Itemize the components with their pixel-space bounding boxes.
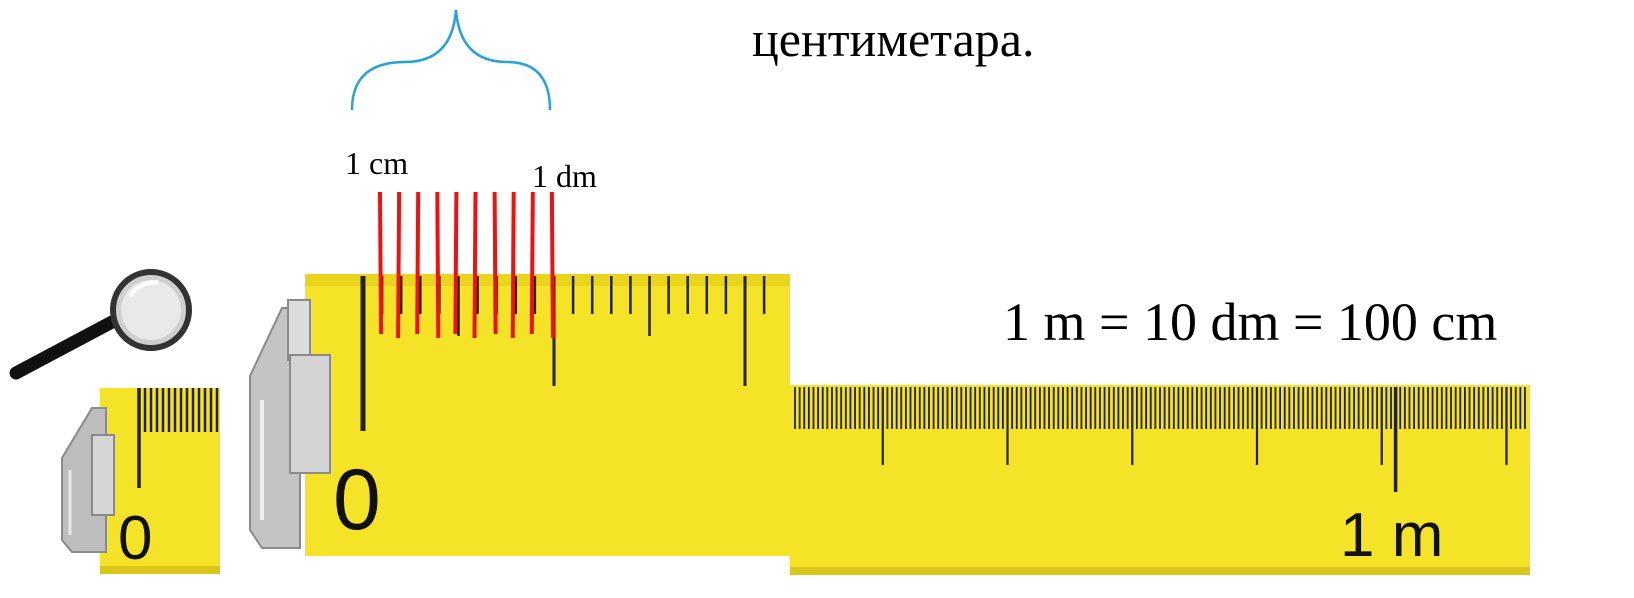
centimeter-red-mark bbox=[453, 191, 459, 335]
meter-tape-measure bbox=[790, 385, 1530, 575]
centimeter-red-mark bbox=[492, 191, 498, 335]
zoomed-tape-zero-label: 0 bbox=[333, 452, 381, 548]
small-tape-zero-label: 0 bbox=[118, 504, 153, 573]
centimeter-red-mark bbox=[472, 191, 478, 339]
tape-end-clip-big bbox=[249, 299, 331, 549]
centimeter-red-mark bbox=[549, 191, 555, 339]
tape-end-clip-small bbox=[61, 407, 115, 553]
label-1cm: 1 cm bbox=[345, 145, 409, 181]
magnifying-glass-icon bbox=[9, 269, 192, 380]
centimeter-red-mark bbox=[529, 191, 535, 335]
label-1dm: 1 dm bbox=[532, 158, 597, 194]
centimeter-red-mark bbox=[435, 191, 441, 339]
centimeter-red-mark bbox=[415, 191, 421, 335]
centimeter-red-mark bbox=[378, 191, 383, 335]
small-tape-measure bbox=[61, 388, 220, 574]
centimeter-red-mark bbox=[396, 191, 402, 339]
curly-brace-icon bbox=[350, 9, 552, 111]
equation-text: 1 m = 10 dm = 100 cm bbox=[1003, 292, 1498, 352]
meter-mark-label: 1 m bbox=[1340, 501, 1444, 570]
zoomed-tape-measure bbox=[240, 191, 790, 556]
caption-text: центиметара. bbox=[752, 11, 1035, 67]
centimeter-red-mark bbox=[510, 191, 516, 339]
